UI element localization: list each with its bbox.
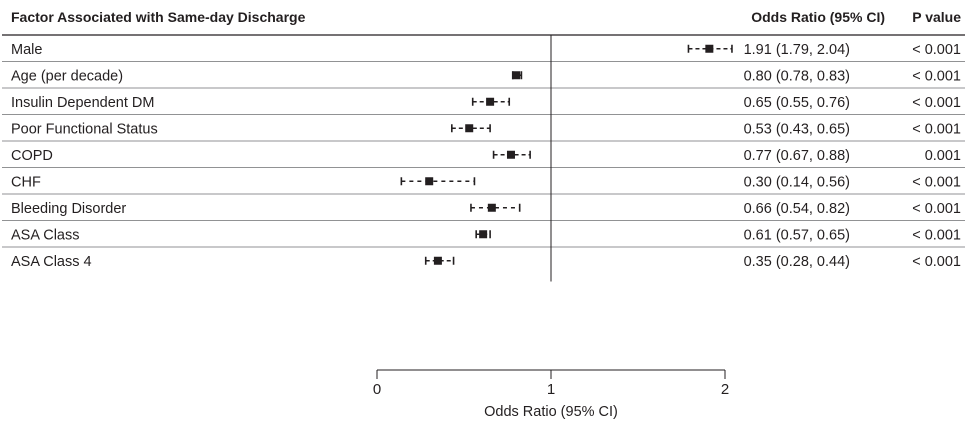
odds-ratio-ci-text: 0.35 (0.28, 0.44) [744,254,850,270]
x-axis-tick-label: 0 [373,381,381,398]
forest-row: ASA Class 0.61 (0.57, 0.65) < 0.001 [11,227,961,243]
forest-row: Poor Functional Status 0.53 (0.43, 0.65) <… [11,121,961,137]
odds-ratio-ci-text: 0.77 (0.67, 0.88) [744,148,850,164]
p-value-column-header: P value [912,9,961,25]
point-estimate [705,44,714,53]
p-value-text: < 0.001 [912,68,961,84]
row-label: COPD [11,148,53,164]
point-estimate [479,230,488,239]
forest-row: CHF 0.30 (0.14, 0.56) < 0.001 [11,174,961,190]
row-label: CHF [11,174,41,190]
p-value-text: < 0.001 [912,201,961,217]
point-estimate [487,203,496,212]
factor-column-header: Factor Associated with Same-day Discharg… [11,9,306,25]
forest-row: COPD 0.77 (0.67, 0.88) 0.001 [11,148,961,164]
odds-ratio-ci-text: 0.66 (0.54, 0.82) [744,201,850,217]
odds-ratio-ci-text: 0.30 (0.14, 0.56) [744,174,850,190]
p-value-text: 0.001 [925,148,961,164]
row-label: Male [11,42,42,58]
p-value-text: < 0.001 [912,254,961,270]
odds-ratio-ci-text: 0.53 (0.43, 0.65) [744,121,850,137]
x-axis-title: Odds Ratio (95% CI) [484,404,618,420]
forest-row: Insulin Dependent DM 0.65 (0.55, 0.76) < 0… [11,95,961,111]
odds-ratio-ci-text: 0.80 (0.78, 0.83) [744,68,850,84]
point-estimate [506,150,515,159]
point-estimate [433,256,442,265]
p-value-text: < 0.001 [912,95,961,111]
p-value-text: < 0.001 [912,121,961,137]
odds-ratio-column-header: Odds Ratio (95% CI) [751,9,885,25]
row-label: Insulin Dependent DM [11,95,154,111]
forest-row: Male 1.91 (1.79, 2.04) < 0.001 [11,42,961,58]
x-axis-tick-label: 2 [721,381,729,398]
row-label: ASA Class 4 [11,254,92,270]
forest-row: Age (per decade) 0.80 (0.78, 0.83) < 0.001 [11,68,961,84]
odds-ratio-ci-text: 0.61 (0.57, 0.65) [744,227,850,243]
point-estimate [512,71,521,80]
row-label: Bleeding Disorder [11,201,126,217]
forest-row: Bleeding Disorder 0.66 (0.54, 0.82) < 0.00… [11,201,961,217]
point-estimate [486,97,495,106]
forest-row: ASA Class 4 0.35 (0.28, 0.44) < 0.001 [11,254,961,270]
row-label: Poor Functional Status [11,121,158,137]
p-value-text: < 0.001 [912,174,961,190]
point-estimate [425,177,434,186]
row-label: Age (per decade) [11,68,123,84]
odds-ratio-ci-text: 0.65 (0.55, 0.76) [744,95,850,111]
p-value-text: < 0.001 [912,227,961,243]
x-axis-tick-label: 1 [547,381,555,398]
row-label: ASA Class [11,227,80,243]
point-estimate [465,124,474,133]
odds-ratio-ci-text: 1.91 (1.79, 2.04) [744,42,850,58]
p-value-text: < 0.001 [912,42,961,58]
